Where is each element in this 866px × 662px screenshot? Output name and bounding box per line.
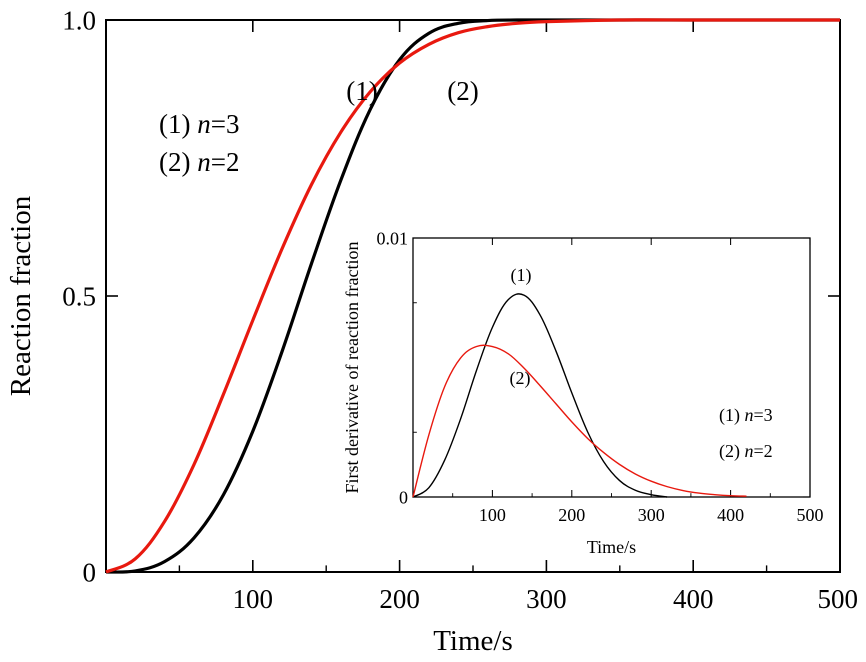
inset-x-tick-label: 400	[717, 505, 744, 525]
main-y-tick-label: 0	[83, 557, 97, 587]
inset-background	[410, 236, 814, 501]
inset-legend-entry-2: (2) n=2	[719, 441, 773, 462]
inset-chart: 100 200 300 400 500 0 0.01 Time/s First derivati…	[342, 228, 824, 557]
main-y-tick-label: 0.5	[62, 281, 96, 311]
main-chart: 100 200 300 400 500 0 0.5 1.0 Time/s Reaction fra…	[5, 5, 858, 657]
main-x-tick-label: 200	[379, 584, 420, 614]
inset-x-tick-label: 300	[638, 505, 665, 525]
inset-x-tick-label: 100	[479, 505, 506, 525]
inset-y-tick-label: 0.01	[377, 228, 409, 248]
main-curve-annotation-1: (1)	[346, 76, 377, 106]
inset-x-axis-label: Time/s	[587, 537, 636, 557]
inset-x-tick-label: 200	[558, 505, 585, 525]
main-x-tick-label: 300	[526, 584, 567, 614]
main-y-axis-label: Reaction fraction	[5, 195, 37, 396]
main-x-tick-label: 500	[818, 584, 859, 614]
main-legend-entry-1: (1) n=3	[159, 109, 239, 139]
main-x-tick-label: 100	[233, 584, 274, 614]
inset-series-line-1	[412, 293, 668, 498]
main-legend-entry-2: (2) n=2	[159, 147, 239, 177]
main-curve-annotation-2: (2)	[447, 76, 478, 106]
inset-y-tick-label: 0	[399, 487, 408, 507]
main-x-axis-label: Time/s	[433, 625, 513, 657]
inset-x-tick-label: 500	[797, 505, 824, 525]
main-y-tick-label: 1.0	[62, 5, 96, 35]
inset-curve-annotation-1: (1)	[511, 265, 532, 286]
inset-y-axis-label: First derivative of reaction fraction	[342, 242, 362, 494]
inset-legend-entry-1: (1) n=3	[719, 405, 773, 426]
main-x-tick-label: 400	[673, 584, 714, 614]
inset-curve-annotation-2: (2)	[510, 368, 531, 389]
main-series-line-2	[105, 18, 840, 574]
inset-series-line-2	[412, 344, 747, 498]
